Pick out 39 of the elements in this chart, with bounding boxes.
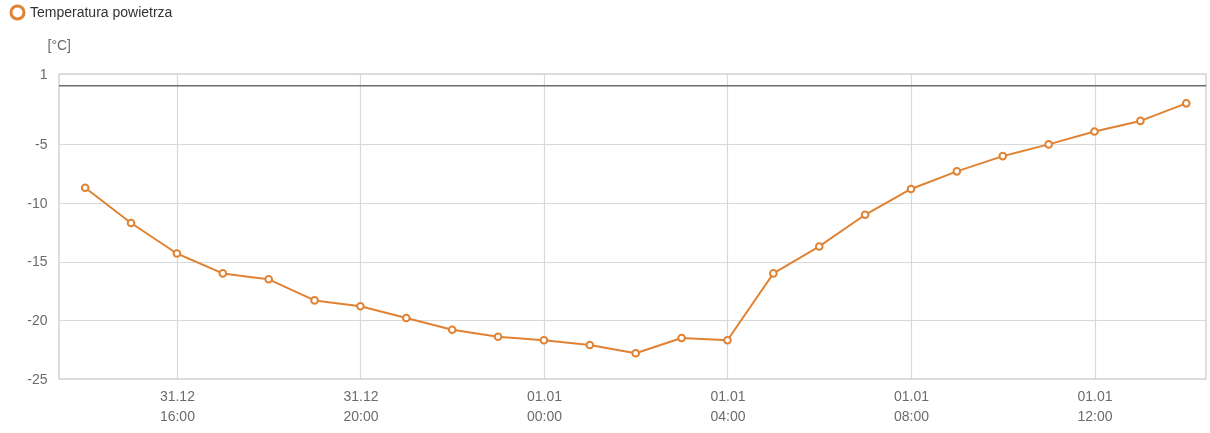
y-tick-label: -10 [27, 194, 48, 211]
point [310, 296, 319, 305]
x-tick-label: 01.01 08:00 [893, 387, 930, 424]
point [769, 269, 778, 278]
y-tick-label: 1 [39, 65, 48, 82]
y-tick-label: -15 [27, 253, 48, 270]
point [539, 335, 549, 345]
point [1181, 99, 1191, 108]
point [126, 218, 136, 228]
x-tick-label: 31.12 16:00 [159, 387, 196, 424]
point [814, 242, 824, 251]
x-tick-label: 01.01 04:00 [710, 387, 746, 424]
y-tick-label: -25 [27, 370, 48, 387]
point [264, 274, 273, 284]
point [860, 210, 870, 220]
point [1136, 116, 1145, 126]
point [952, 167, 962, 176]
point [677, 333, 686, 343]
x-tick-label: 01.01 00:00 [526, 387, 563, 424]
y-tick-label: -5 [35, 135, 48, 152]
point [631, 348, 641, 358]
point [493, 332, 503, 342]
legend-label: Temperatura powietrza [30, 3, 173, 20]
point [585, 340, 595, 350]
point [906, 184, 916, 194]
x-tick-label: 01.01 12:00 [1077, 387, 1113, 424]
point [723, 335, 732, 345]
point [356, 301, 365, 311]
point [172, 249, 182, 258]
y-tick-label: -20 [27, 311, 48, 328]
y-axis-title: [°C] [47, 36, 71, 53]
point [218, 269, 228, 278]
point [80, 183, 90, 193]
point [447, 325, 457, 335]
x-tick-label: 31.12 20:00 [343, 387, 379, 424]
point [1090, 127, 1099, 136]
point [1044, 140, 1053, 149]
point [401, 313, 411, 323]
point [998, 151, 1008, 161]
